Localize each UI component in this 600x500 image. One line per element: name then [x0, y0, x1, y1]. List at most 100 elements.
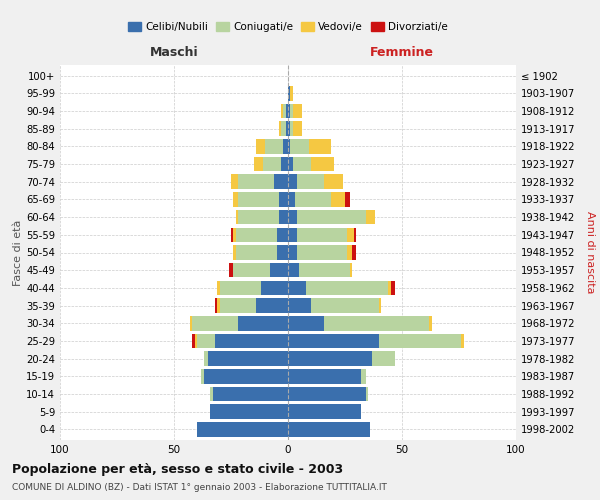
Bar [365, 210, 374, 224]
Bar [311, 298, 379, 313]
Bar [217, 280, 220, 295]
Bar [347, 245, 352, 260]
Text: Femmine: Femmine [370, 46, 434, 59]
Bar [203, 352, 208, 366]
Bar [350, 263, 352, 278]
Bar [236, 228, 277, 242]
Bar [293, 157, 311, 172]
Bar [236, 210, 238, 224]
Bar [208, 352, 288, 366]
Bar [379, 298, 382, 313]
Bar [288, 352, 373, 366]
Bar [254, 157, 263, 172]
Text: Maschi: Maschi [149, 46, 199, 59]
Bar [288, 104, 290, 118]
Bar [236, 245, 277, 260]
Bar [238, 174, 274, 189]
Bar [288, 263, 299, 278]
Bar [260, 280, 288, 295]
Bar [233, 228, 236, 242]
Bar [238, 316, 288, 330]
Bar [220, 280, 260, 295]
Bar [306, 280, 388, 295]
Bar [256, 139, 265, 154]
Bar [283, 139, 288, 154]
Bar [290, 122, 293, 136]
Bar [365, 387, 368, 402]
Bar [388, 280, 391, 295]
Bar [347, 228, 354, 242]
Bar [288, 280, 306, 295]
Bar [211, 404, 288, 419]
Bar [379, 334, 461, 348]
Bar [297, 174, 325, 189]
Bar [325, 174, 343, 189]
Bar [288, 334, 379, 348]
Bar [279, 210, 288, 224]
Bar [391, 280, 395, 295]
Bar [352, 245, 356, 260]
Bar [197, 334, 215, 348]
Y-axis label: Fasce di età: Fasce di età [13, 220, 23, 286]
Bar [288, 122, 290, 136]
Bar [215, 334, 288, 348]
Bar [331, 192, 345, 206]
Bar [217, 298, 220, 313]
Bar [288, 422, 370, 436]
Bar [281, 104, 283, 118]
Bar [290, 86, 293, 101]
Bar [203, 369, 288, 384]
Bar [197, 422, 288, 436]
Bar [297, 245, 347, 260]
Bar [288, 369, 361, 384]
Text: Popolazione per età, sesso e stato civile - 2003: Popolazione per età, sesso e stato civil… [12, 462, 343, 475]
Bar [286, 104, 288, 118]
Bar [361, 369, 365, 384]
Bar [277, 245, 288, 260]
Bar [270, 263, 288, 278]
Bar [229, 263, 233, 278]
Bar [286, 122, 288, 136]
Bar [192, 316, 238, 330]
Bar [238, 210, 279, 224]
Bar [299, 263, 350, 278]
Bar [293, 104, 302, 118]
Bar [461, 334, 464, 348]
Bar [215, 298, 217, 313]
Bar [288, 228, 297, 242]
Text: COMUNE DI ALDINO (BZ) - Dati ISTAT 1° gennaio 2003 - Elaborazione TUTTITALIA.IT: COMUNE DI ALDINO (BZ) - Dati ISTAT 1° ge… [12, 484, 387, 492]
Bar [279, 122, 281, 136]
Bar [288, 86, 290, 101]
Bar [256, 298, 288, 313]
Bar [211, 387, 213, 402]
Bar [373, 352, 395, 366]
Bar [288, 210, 297, 224]
Bar [238, 192, 279, 206]
Bar [265, 139, 283, 154]
Bar [231, 228, 233, 242]
Bar [288, 387, 365, 402]
Bar [213, 387, 288, 402]
Bar [290, 139, 308, 154]
Bar [288, 316, 325, 330]
Bar [288, 192, 295, 206]
Bar [281, 122, 286, 136]
Bar [233, 263, 270, 278]
Bar [354, 228, 356, 242]
Bar [293, 122, 302, 136]
Bar [325, 316, 430, 330]
Bar [288, 404, 361, 419]
Bar [274, 174, 288, 189]
Bar [288, 174, 297, 189]
Bar [288, 245, 297, 260]
Bar [311, 157, 334, 172]
Y-axis label: Anni di nascita: Anni di nascita [585, 211, 595, 294]
Bar [220, 298, 256, 313]
Bar [192, 334, 194, 348]
Bar [288, 157, 293, 172]
Bar [279, 192, 288, 206]
Bar [290, 104, 293, 118]
Bar [202, 369, 203, 384]
Bar [308, 139, 331, 154]
Bar [277, 228, 288, 242]
